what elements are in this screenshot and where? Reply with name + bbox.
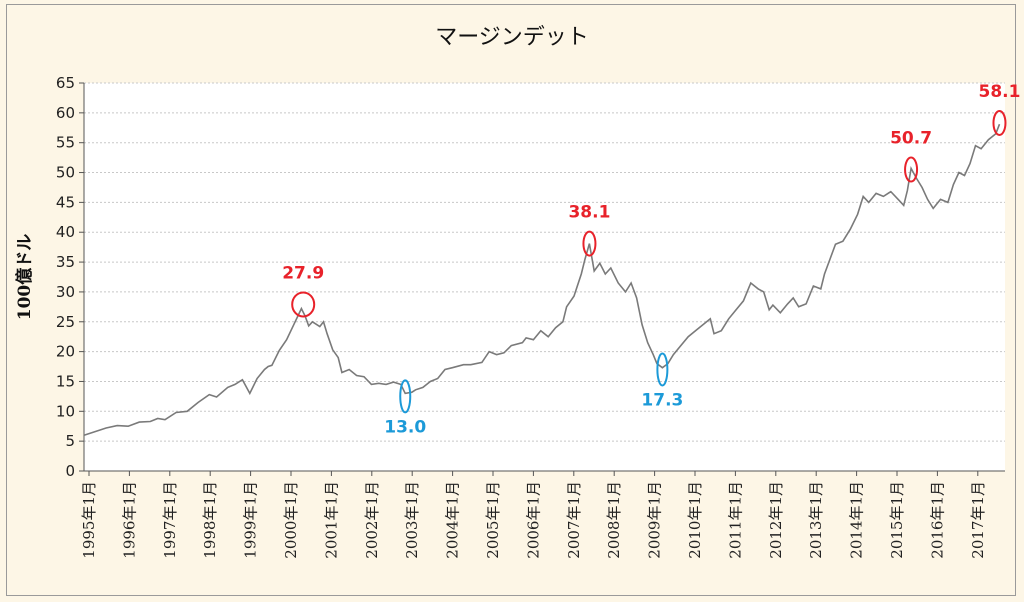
annotation-ellipse	[656, 352, 669, 387]
annotation-label: 17.3	[641, 391, 683, 411]
chart-title: マージンデット	[435, 25, 589, 50]
y-tick-label: 15	[56, 372, 75, 390]
plot-area	[84, 83, 1005, 471]
x-tick-label: 2016年1月	[928, 481, 946, 559]
annotation-label: 50.7	[890, 129, 932, 149]
annotation-label: 27.9	[282, 263, 324, 283]
x-tick-label: 2015年1月	[888, 481, 906, 559]
x-tick-label: 2005年1月	[484, 481, 502, 559]
x-tick-label: 2011年1月	[726, 481, 744, 559]
annotation-ellipse	[399, 379, 412, 414]
y-tick-label: 30	[56, 283, 75, 301]
y-tick-label: 50	[56, 164, 75, 182]
x-tick-label: 1999年1月	[242, 481, 260, 559]
x-tick-label: 2002年1月	[363, 481, 381, 559]
y-tick-label: 25	[56, 313, 75, 331]
x-tick-label: 2000年1月	[282, 481, 300, 559]
y-tick-label: 40	[56, 223, 75, 241]
x-tick-label: 2012年1月	[767, 481, 785, 559]
annotation-label: 58.1	[978, 82, 1020, 102]
y-tick-label: 55	[56, 134, 75, 152]
annotation-ellipse	[291, 291, 316, 318]
x-tick-label: 2013年1月	[807, 481, 825, 559]
x-tick-label: 2003年1月	[403, 481, 421, 559]
grid-lines	[84, 82, 1005, 442]
y-tick-label: 60	[56, 104, 75, 122]
x-tick-label: 2004年1月	[444, 481, 462, 559]
annotation-ellipse	[582, 230, 597, 257]
x-tick-label: 1995年1月	[80, 481, 98, 559]
x-tick-label: 1998年1月	[201, 481, 219, 559]
annotation-label: 38.1	[568, 203, 610, 223]
y-tick-label: 35	[56, 253, 75, 271]
y-tick-label: 65	[56, 74, 75, 92]
axes	[83, 83, 1005, 472]
x-tick-label: 1996年1月	[120, 481, 138, 559]
x-tick-label: 2007年1月	[565, 481, 583, 559]
x-tick-label: 2008年1月	[605, 481, 623, 559]
x-tick-label: 2017年1月	[969, 481, 987, 559]
y-tick-label: 10	[56, 402, 75, 420]
x-tick-label: 2001年1月	[322, 481, 340, 559]
x-tick-label: 2009年1月	[646, 481, 664, 559]
annotation-ellipse	[904, 156, 919, 183]
annotation-ellipse	[992, 109, 1007, 136]
y-tick-label: 45	[56, 193, 75, 211]
y-tick-label: 5	[65, 432, 75, 450]
annotations: 27.9 13.0 38.1 17.3 50.7 58.1	[282, 82, 1020, 437]
x-tick-label: 2006年1月	[524, 481, 542, 559]
x-tick-label: 1997年1月	[161, 481, 179, 559]
annotation-label: 13.0	[384, 417, 426, 437]
series-group	[83, 123, 1001, 436]
y-tick-label: 20	[56, 343, 75, 361]
series-line	[83, 123, 1001, 436]
y-axis-label: 100億ドル	[14, 234, 35, 321]
y-axis-ticks: 0 5 10 15 20 25 30 35 40 45 50 55 60 65	[56, 74, 84, 480]
x-tick-label: 2014年1月	[848, 481, 866, 559]
x-tick-label: 2010年1月	[686, 481, 704, 559]
y-tick-label: 0	[65, 462, 75, 480]
x-axis-ticks: 1995年1月 1996年1月 1997年1月 1998年1月 1999年1月 2000年…	[80, 471, 987, 559]
